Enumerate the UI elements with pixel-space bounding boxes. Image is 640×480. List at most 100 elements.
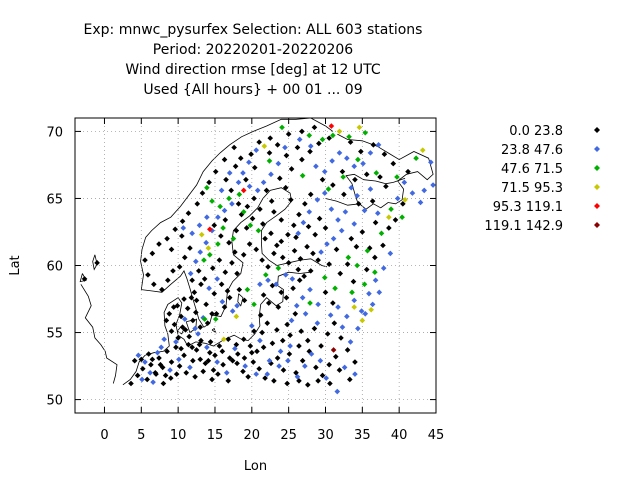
y-tick-label: 60 xyxy=(46,260,63,275)
station-point xyxy=(348,184,355,191)
station-point xyxy=(285,231,291,238)
station-point xyxy=(307,286,313,293)
station-point xyxy=(293,234,299,241)
x-tick-label: 25 xyxy=(280,428,297,443)
station-point xyxy=(216,257,223,263)
station-point xyxy=(204,344,210,351)
station-point xyxy=(213,310,220,317)
station-point xyxy=(292,310,299,317)
station-point xyxy=(223,176,229,183)
station-point xyxy=(346,133,352,140)
station-point xyxy=(336,367,343,373)
station-point xyxy=(260,344,267,351)
station-point xyxy=(266,158,273,164)
station-point xyxy=(338,335,344,341)
station-point xyxy=(333,246,340,253)
station-point xyxy=(198,231,205,238)
station-point xyxy=(232,345,238,352)
station-point xyxy=(151,281,157,288)
station-point xyxy=(327,380,333,387)
station-point xyxy=(171,321,178,328)
x-tick-label: 45 xyxy=(428,428,445,443)
station-point xyxy=(326,135,332,141)
station-point xyxy=(257,206,263,212)
station-point xyxy=(178,313,184,320)
station-point xyxy=(211,222,218,229)
station-point xyxy=(297,255,304,262)
station-point xyxy=(274,142,281,148)
station-point xyxy=(313,163,319,170)
station-point xyxy=(314,320,321,326)
station-point xyxy=(189,230,195,237)
station-point xyxy=(327,312,334,318)
station-point xyxy=(235,179,242,186)
x-tick-label: 40 xyxy=(391,428,408,443)
station-point xyxy=(351,163,358,170)
station-point xyxy=(316,140,322,147)
station-point xyxy=(271,378,277,384)
station-point xyxy=(332,285,338,292)
station-point xyxy=(204,320,211,326)
station-point xyxy=(307,148,313,155)
coastline-segment xyxy=(237,293,244,307)
station-point xyxy=(307,191,314,198)
station-point xyxy=(387,250,394,257)
station-point xyxy=(257,312,264,318)
station-point xyxy=(330,235,337,242)
station-point xyxy=(159,286,165,293)
station-point xyxy=(187,245,193,251)
station-point xyxy=(225,336,232,343)
station-point xyxy=(226,239,232,246)
station-point xyxy=(373,170,380,176)
station-point xyxy=(203,301,209,308)
station-point xyxy=(353,243,360,250)
station-point xyxy=(307,300,313,306)
station-point xyxy=(284,380,290,387)
station-point xyxy=(326,261,332,267)
station-point xyxy=(173,371,180,377)
station-point xyxy=(377,174,383,180)
station-point xyxy=(366,290,372,297)
coastline-segment xyxy=(80,284,118,384)
station-point xyxy=(304,243,310,250)
station-point xyxy=(168,359,175,365)
station-point xyxy=(345,254,352,261)
station-point xyxy=(203,239,209,246)
station-point xyxy=(374,210,381,217)
station-point xyxy=(207,349,213,356)
station-point xyxy=(193,347,200,353)
station-point xyxy=(181,296,187,302)
x-axis-label: Lon xyxy=(244,459,267,474)
station-point xyxy=(336,128,343,135)
station-point xyxy=(296,277,303,284)
station-point xyxy=(386,214,392,221)
station-point xyxy=(253,371,260,377)
station-point xyxy=(260,221,266,227)
station-point xyxy=(187,364,193,371)
station-point xyxy=(299,294,306,301)
legend-label: 95.3 119.1 xyxy=(493,200,563,215)
station-point xyxy=(417,199,424,206)
station-point xyxy=(376,289,383,296)
station-point xyxy=(278,289,285,296)
station-point xyxy=(381,151,388,158)
station-point xyxy=(254,348,260,355)
station-point xyxy=(172,226,178,233)
station-point xyxy=(164,348,170,355)
station-point xyxy=(153,371,159,377)
station-point xyxy=(295,230,302,237)
y-tick-label: 65 xyxy=(46,192,63,207)
station-point xyxy=(282,184,289,191)
station-point xyxy=(185,341,192,348)
station-point xyxy=(354,262,360,269)
station-point xyxy=(176,264,183,270)
station-point xyxy=(221,336,227,343)
station-point xyxy=(349,289,355,296)
station-point xyxy=(247,222,254,229)
station-point xyxy=(337,270,344,277)
station-point xyxy=(242,363,248,369)
station-point xyxy=(311,325,318,332)
station-point xyxy=(295,266,302,273)
station-point xyxy=(308,351,315,357)
station-point xyxy=(232,249,238,255)
